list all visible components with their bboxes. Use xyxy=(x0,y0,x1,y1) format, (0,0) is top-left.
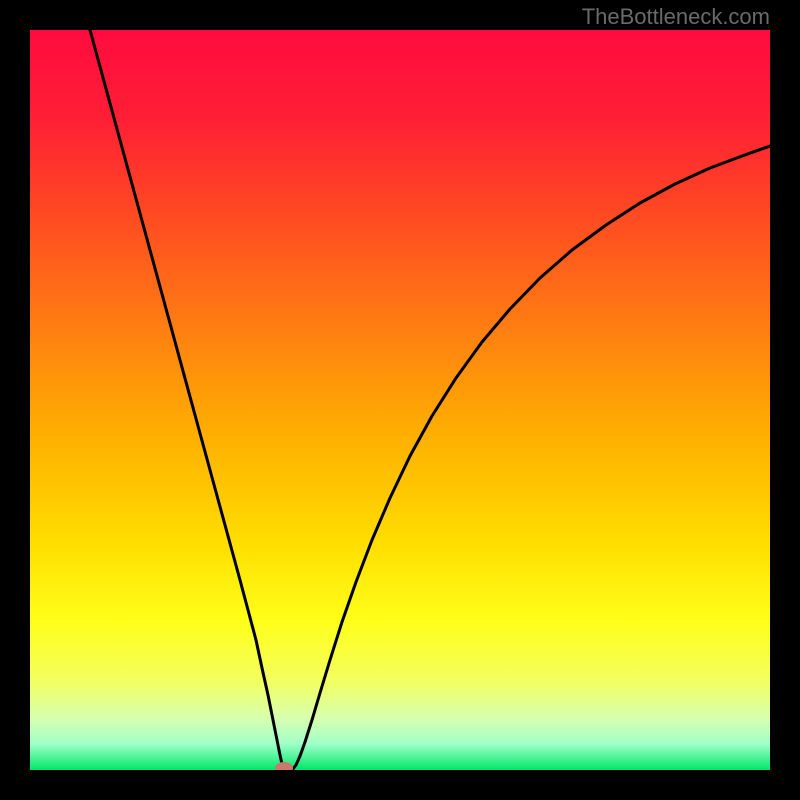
min-marker xyxy=(275,762,293,770)
plot-area xyxy=(30,30,770,770)
bottleneck-curve xyxy=(90,30,770,770)
curve-layer xyxy=(30,30,770,770)
watermark-text: TheBottleneck.com xyxy=(582,4,770,30)
